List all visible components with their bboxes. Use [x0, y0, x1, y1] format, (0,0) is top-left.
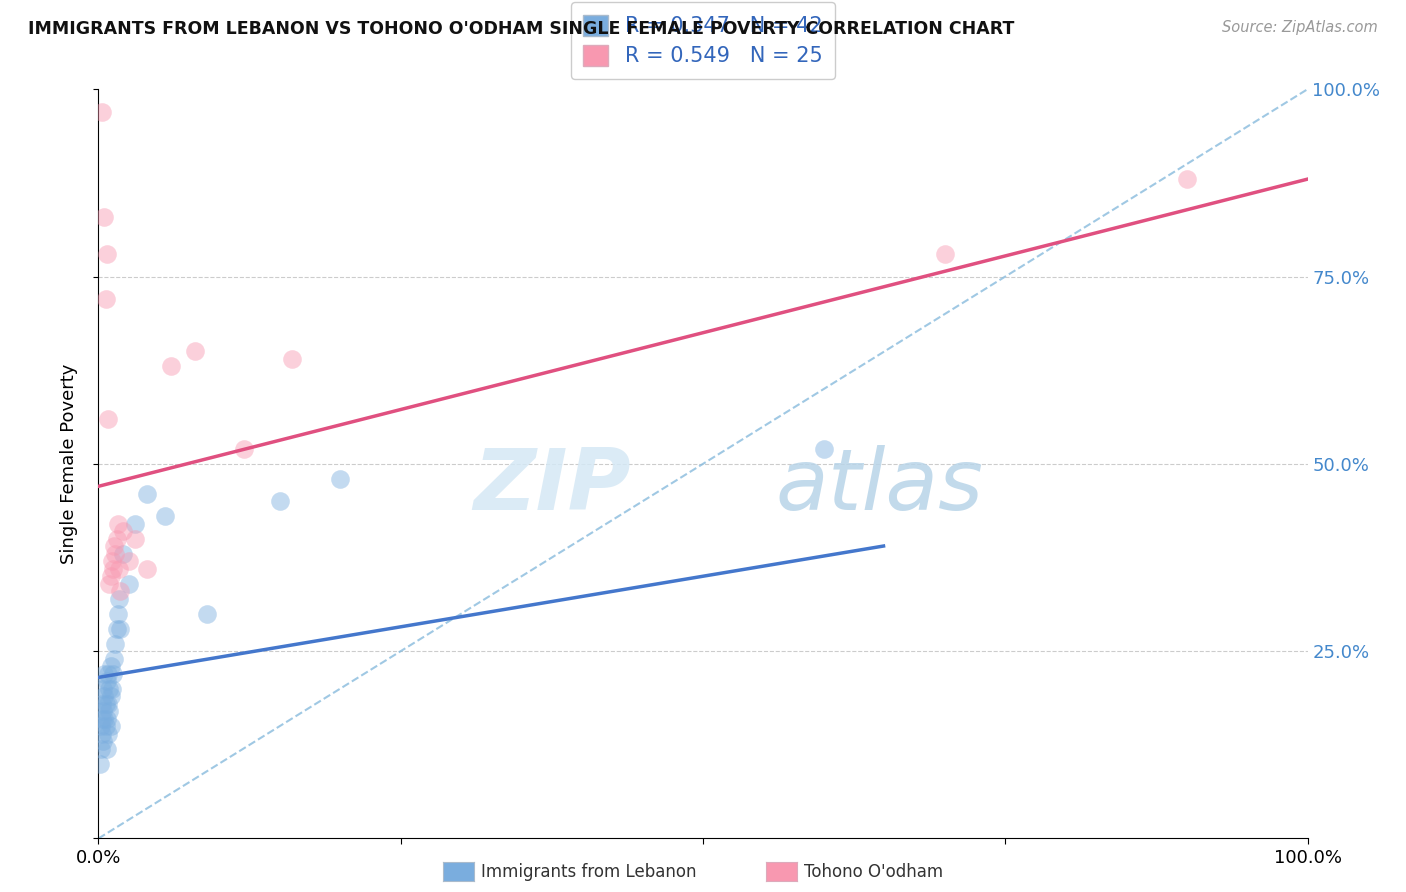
Point — [100, 659, 122, 673]
Text: atlas: atlas — [776, 445, 984, 528]
Point — [104, 637, 127, 651]
Point — [98, 704, 121, 718]
Point — [100, 719, 122, 733]
Point — [135, 562, 157, 576]
Point — [118, 576, 141, 591]
Point — [96, 247, 118, 261]
Text: ZIP: ZIP — [472, 445, 630, 528]
Point — [107, 516, 129, 531]
Point — [101, 562, 124, 576]
Point — [93, 210, 115, 224]
Point — [94, 697, 117, 711]
Point — [124, 516, 146, 531]
Point — [329, 472, 352, 486]
Point — [93, 666, 115, 681]
Point — [160, 359, 183, 374]
Point — [195, 607, 218, 621]
Point — [96, 741, 118, 756]
Point — [100, 681, 122, 696]
Point — [91, 104, 114, 119]
Y-axis label: Single Female Poverty: Single Female Poverty — [59, 364, 77, 564]
Point — [96, 674, 118, 689]
Point — [103, 651, 125, 665]
Point — [91, 734, 114, 748]
Point — [108, 562, 131, 576]
Point — [91, 726, 114, 740]
Point — [105, 532, 128, 546]
Point — [100, 569, 122, 583]
Point — [97, 697, 120, 711]
Text: Immigrants from Lebanon: Immigrants from Lebanon — [481, 863, 696, 881]
Point — [97, 412, 120, 426]
Text: Source: ZipAtlas.com: Source: ZipAtlas.com — [1222, 20, 1378, 35]
Point — [281, 351, 304, 366]
Point — [94, 292, 117, 306]
Point — [103, 539, 125, 553]
Point — [111, 524, 134, 539]
Point — [97, 726, 120, 740]
Point — [91, 681, 114, 696]
Point — [1175, 172, 1198, 186]
Point — [108, 622, 131, 636]
Point — [90, 741, 112, 756]
Point — [98, 681, 121, 696]
Point — [93, 712, 115, 726]
Point — [118, 554, 141, 568]
Legend: R = 0.347   N = 42, R = 0.549   N = 25: R = 0.347 N = 42, R = 0.549 N = 25 — [571, 2, 835, 79]
Point — [934, 247, 956, 261]
Point — [90, 719, 112, 733]
Point — [111, 547, 134, 561]
Point — [813, 442, 835, 456]
Point — [100, 689, 122, 703]
Point — [184, 344, 207, 359]
Point — [104, 547, 127, 561]
Point — [124, 532, 146, 546]
Point — [96, 712, 118, 726]
Point — [153, 509, 176, 524]
Point — [108, 591, 131, 606]
Point — [232, 442, 254, 456]
Point — [89, 756, 111, 771]
Point — [94, 719, 117, 733]
Point — [135, 487, 157, 501]
Point — [101, 666, 124, 681]
Point — [108, 584, 131, 599]
Point — [100, 554, 122, 568]
Point — [98, 576, 121, 591]
Text: Tohono O'odham: Tohono O'odham — [804, 863, 943, 881]
Point — [93, 689, 115, 703]
Point — [91, 712, 114, 726]
Point — [105, 622, 128, 636]
Point — [107, 607, 129, 621]
Text: IMMIGRANTS FROM LEBANON VS TOHONO O'ODHAM SINGLE FEMALE POVERTY CORRELATION CHAR: IMMIGRANTS FROM LEBANON VS TOHONO O'ODHA… — [28, 20, 1015, 37]
Point — [97, 666, 120, 681]
Point — [91, 697, 114, 711]
Point — [91, 704, 114, 718]
Point — [269, 494, 291, 508]
